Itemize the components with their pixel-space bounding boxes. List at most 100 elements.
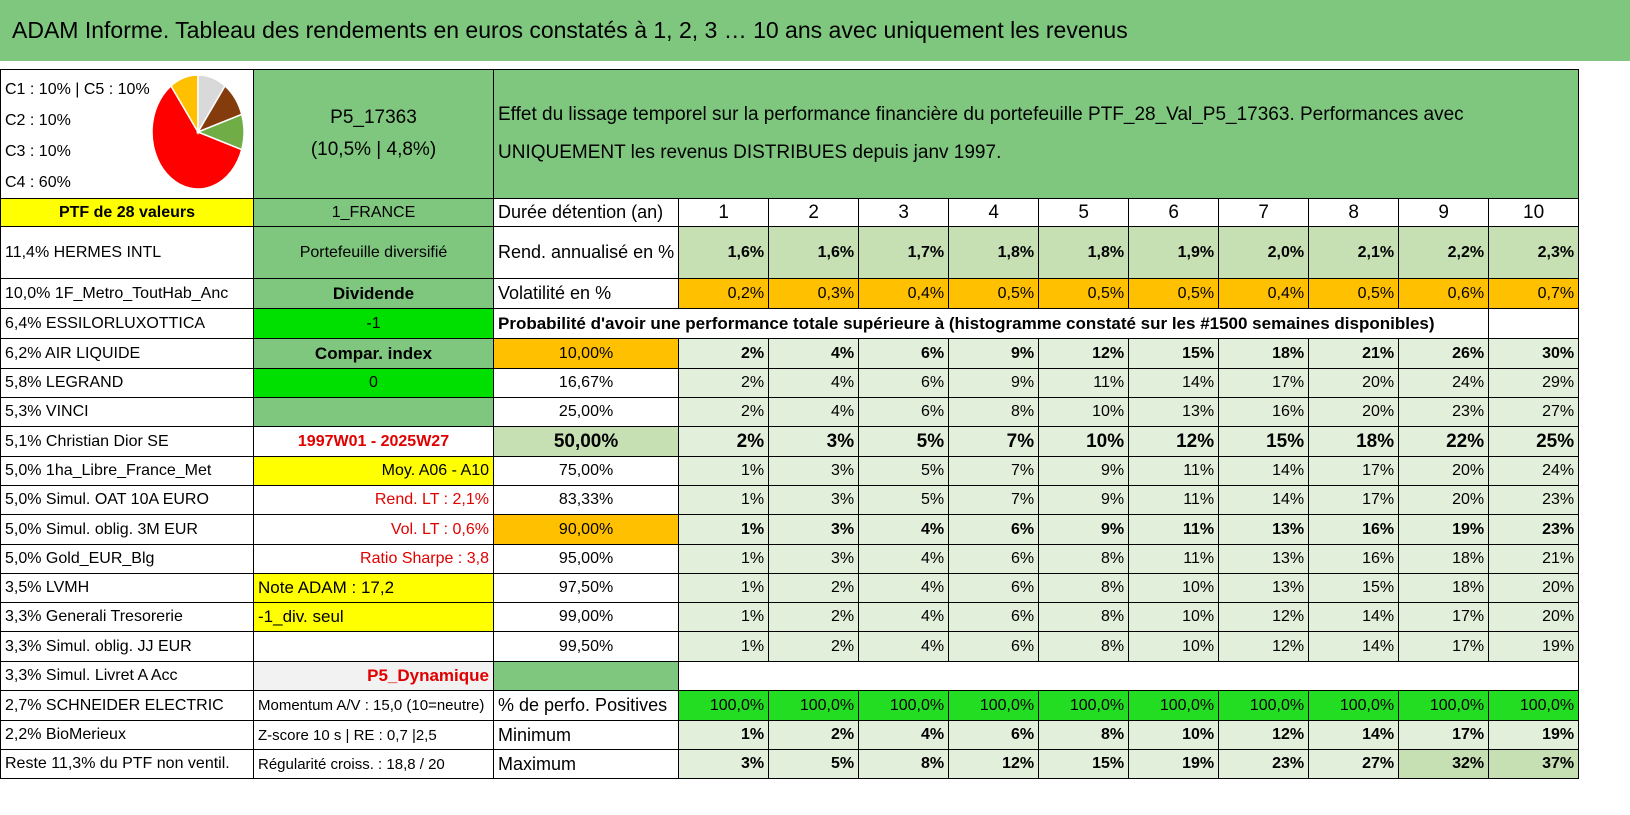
pos-value: 100,0%: [1398, 690, 1490, 721]
pos-value: 100,0%: [1218, 690, 1310, 721]
prob-value: 4%: [858, 544, 950, 574]
rend-value: 1,7%: [858, 226, 950, 279]
prob-value: 17%: [1308, 456, 1400, 486]
prob-value: 11%: [1038, 368, 1130, 398]
prob-value: 19%: [1488, 631, 1580, 662]
vol-label: Volatilité en %: [492, 278, 680, 309]
prob-value: 3%: [768, 426, 860, 457]
prob-value: 30%: [1488, 338, 1580, 369]
prob-value: 14%: [1218, 485, 1310, 515]
vol-value: 0,3%: [768, 278, 860, 309]
header-row: C1 : 10% | C5 : 10% C2 : 10% C3 : 10% C4…: [0, 69, 1580, 199]
prob-value: 1%: [678, 602, 770, 632]
info-dividend: Dividende: [253, 278, 494, 309]
prob-value: 20%: [1398, 485, 1490, 515]
pos-label: % de perfo. Positives: [492, 690, 680, 721]
pos-value: 100,0%: [1038, 690, 1130, 721]
pie-slices: [151, 74, 245, 190]
prob-value: 20%: [1308, 368, 1400, 398]
prob-value: 18%: [1308, 426, 1400, 457]
prob-value: 13%: [1218, 573, 1310, 603]
prob-value: 1%: [678, 544, 770, 574]
min-label: Minimum: [492, 720, 680, 750]
info-zscore: Z-score 10 s | RE : 0,7 |2,5: [253, 720, 494, 750]
prob-value: 20%: [1308, 397, 1400, 427]
prob-value: 8%: [1038, 602, 1130, 632]
prob-value: 9%: [1038, 485, 1130, 515]
prob-value: 16%: [1308, 514, 1400, 545]
holding: 3,3% Generali Tresorerie: [0, 602, 254, 632]
max-value: 5%: [768, 749, 860, 779]
allocation-line: C3 : 10%: [5, 143, 71, 160]
prob-value: 1%: [678, 631, 770, 662]
pos-value: 100,0%: [768, 690, 860, 721]
pos-value: 100,0%: [678, 690, 770, 721]
pos-value: 100,0%: [948, 690, 1040, 721]
rend-value: 2,1%: [1308, 226, 1400, 279]
vol-value: 0,4%: [858, 278, 950, 309]
holding: 10,0% 1F_Metro_ToutHab_Anc: [0, 278, 254, 309]
vol-value: 0,6%: [1398, 278, 1490, 309]
vol-value: 0,5%: [1308, 278, 1400, 309]
info-momentum: Momentum A/V : 15,0 (10=neutre): [253, 690, 494, 721]
prob-value: 12%: [1218, 631, 1310, 662]
prob-value: 8%: [1038, 631, 1130, 662]
report-title: ADAM Informe. Tableau des rendements en …: [0, 0, 1630, 61]
prob-value: 4%: [768, 397, 860, 427]
info-rend-lt: Rend. LT : 2,1%: [253, 485, 494, 515]
prob-value: 6%: [858, 368, 950, 398]
prob-value: 6%: [948, 573, 1040, 603]
vol-value: 0,5%: [1038, 278, 1130, 309]
year-header: 2: [768, 198, 860, 227]
prob-value: 11%: [1128, 485, 1220, 515]
prob-pct: 97,50%: [492, 573, 680, 603]
holding: 6,2% AIR LIQUIDE: [0, 338, 254, 369]
pos-value: 100,0%: [1128, 690, 1220, 721]
prob-pct: 75,00%: [492, 456, 680, 486]
prob-value: 2%: [678, 397, 770, 427]
prob-value: 4%: [858, 602, 950, 632]
year-header: 8: [1308, 198, 1400, 227]
min-value: 19%: [1488, 720, 1580, 750]
min-value: 14%: [1308, 720, 1400, 750]
prob-value: 7%: [948, 426, 1040, 457]
prob-value: 22%: [1398, 426, 1490, 457]
prob-value: 6%: [858, 338, 950, 369]
rend-value: 1,8%: [948, 226, 1040, 279]
prob-value: 10%: [1128, 631, 1220, 662]
prob-value: 6%: [858, 397, 950, 427]
pie-slice-c4: [151, 84, 243, 190]
pos-value: 100,0%: [1488, 690, 1580, 721]
prob-value: 12%: [1128, 426, 1220, 457]
prob-value: 1%: [678, 485, 770, 515]
holding: 11,4% HERMES INTL: [0, 226, 254, 279]
prob-value: 24%: [1398, 368, 1490, 398]
rend-value: 1,9%: [1128, 226, 1220, 279]
prob-pct: 16,67%: [492, 368, 680, 398]
prob-value: 13%: [1218, 544, 1310, 574]
prob-value: 4%: [858, 573, 950, 603]
max-value: 12%: [948, 749, 1040, 779]
region-label: 1_FRANCE: [253, 198, 494, 227]
prob-value: 2%: [678, 338, 770, 369]
vol-value: 0,7%: [1488, 278, 1580, 309]
year-header: 10: [1488, 198, 1580, 227]
holding: 3,3% Simul. Livret A Acc: [0, 661, 254, 691]
info-sharpe: Ratio Sharpe : 3,8: [253, 544, 494, 574]
prob-value: 2%: [768, 573, 860, 603]
prob-value: 1%: [678, 573, 770, 603]
info-dynamique: P5_Dynamique: [253, 661, 494, 691]
max-value: 3%: [678, 749, 770, 779]
min-value: 10%: [1128, 720, 1220, 750]
pos-value: 100,0%: [858, 690, 950, 721]
vol-value: 0,4%: [1218, 278, 1310, 309]
portfolio-stats: (10,5% | 4,8%): [310, 139, 437, 160]
year-header: 7: [1218, 198, 1310, 227]
prob-value: 6%: [948, 602, 1040, 632]
prob-value: 23%: [1488, 485, 1580, 515]
max-value: 19%: [1128, 749, 1220, 779]
prob-value: 5%: [858, 426, 950, 457]
prob-value: 15%: [1308, 573, 1400, 603]
prob-value: 4%: [858, 514, 950, 545]
year-header: 1: [678, 198, 770, 227]
